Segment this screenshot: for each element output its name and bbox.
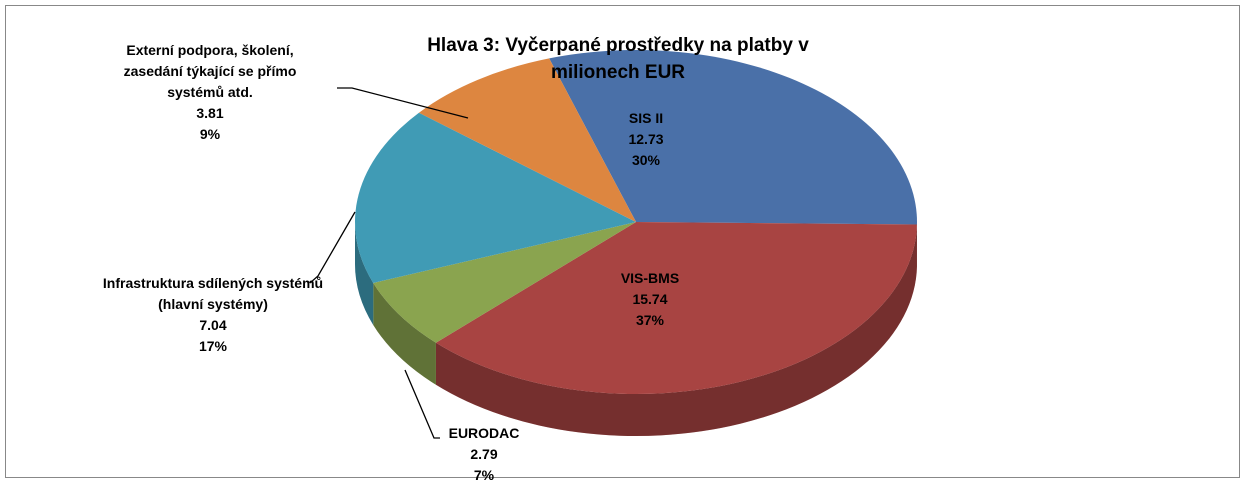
- value-label: 15.74: [632, 291, 668, 307]
- value-label: 7.04: [199, 317, 227, 333]
- value-label: 2.79: [470, 446, 498, 462]
- slice-side: [355, 222, 374, 325]
- slice-side: [435, 224, 917, 436]
- slice-side-shade: [435, 224, 917, 436]
- category-label: SIS II: [628, 110, 664, 126]
- percent-label: 37%: [635, 312, 665, 328]
- category-label: EURODAC: [448, 425, 520, 441]
- slice: [373, 222, 636, 343]
- chart-title: Hlava 3: Vyčerpané prostředky na platby …: [427, 35, 809, 83]
- percent-label: 9%: [199, 126, 221, 142]
- leader-line: [309, 211, 356, 284]
- data-label: Externí podpora, školení, zasedání týkaj…: [100, 40, 320, 145]
- percent-label: 30%: [631, 152, 661, 168]
- slice: [355, 112, 636, 283]
- slice: [549, 49, 917, 225]
- value-label: 3.81: [196, 105, 224, 121]
- data-label: EURODAC 2.79 7%: [449, 423, 520, 486]
- value-label: 12.73: [628, 131, 664, 147]
- chart-frame: [5, 5, 1240, 478]
- slice-side: [373, 282, 436, 385]
- leader-line: [404, 369, 440, 439]
- slice: [435, 222, 917, 394]
- category-label: Infrastruktura sdílených systémů (hlavní…: [102, 275, 324, 312]
- slice-side-shade: [373, 282, 436, 385]
- data-label: Infrastruktura sdílených systémů (hlavní…: [98, 273, 328, 357]
- percent-label: 7%: [473, 467, 495, 483]
- slice: [418, 58, 636, 223]
- percent-label: 17%: [198, 338, 228, 354]
- leader-line: [337, 87, 469, 119]
- category-label: Externí podpora, školení, zasedání týkaj…: [123, 42, 297, 100]
- data-label: VIS-BMS 15.74 37%: [621, 268, 679, 331]
- category-label: VIS-BMS: [620, 270, 680, 286]
- slice-side-shade: [355, 222, 374, 325]
- data-label: SIS II 12.73 30%: [628, 108, 663, 171]
